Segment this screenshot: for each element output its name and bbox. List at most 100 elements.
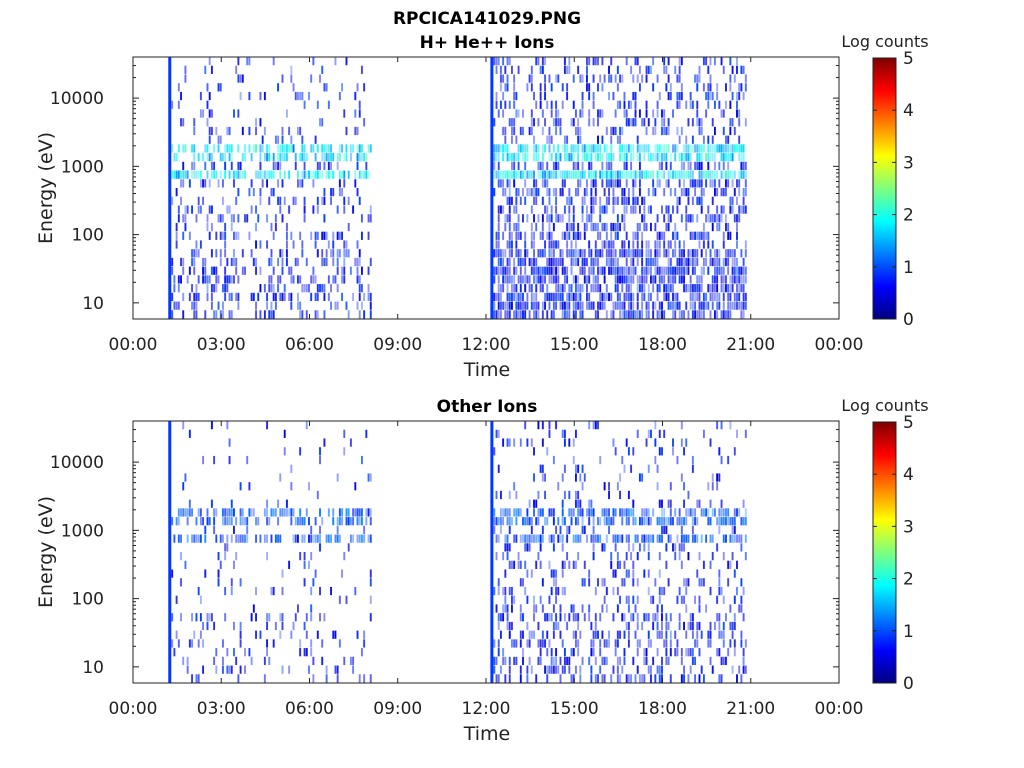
data-cell: [667, 179, 670, 188]
data-cell: [193, 170, 196, 179]
data-cell: [720, 188, 723, 197]
data-cell: [206, 508, 209, 517]
data-cell: [738, 266, 741, 275]
data-cell: [180, 170, 182, 179]
data-cell: [285, 240, 288, 249]
data-cell: [508, 222, 511, 232]
data-cell: [707, 153, 710, 162]
data-cell: [352, 144, 355, 153]
data-cell: [173, 275, 176, 284]
data-cell: [182, 179, 185, 188]
data-cell: [577, 153, 580, 162]
data-cell: [217, 552, 220, 561]
data-cell: [649, 275, 652, 284]
data-cell: [674, 508, 677, 517]
data-cell: [700, 249, 703, 258]
data-cell: [530, 118, 533, 127]
data-cell: [184, 144, 187, 153]
spectrogram-cells: [168, 57, 747, 319]
data-cell: [718, 144, 721, 153]
data-cell: [255, 170, 257, 179]
data-cell: [742, 205, 745, 214]
data-cell: [619, 222, 622, 232]
data-cell: [572, 257, 575, 267]
data-cell: [559, 292, 562, 302]
data-cell: [230, 144, 233, 153]
data-cell: [614, 257, 617, 267]
data-cell: [336, 525, 339, 535]
data-cell: [515, 490, 518, 500]
data-cell: [268, 257, 271, 267]
data-cell: [691, 292, 694, 302]
data-cell: [325, 144, 328, 153]
data-cell: [619, 534, 622, 543]
data-cell: [308, 170, 310, 179]
data-cell: [502, 604, 505, 613]
data-cell: [729, 57, 732, 66]
data-cell: [506, 144, 509, 153]
data-cell: [733, 534, 736, 543]
data-cell: [722, 266, 725, 275]
data-cell: [528, 517, 531, 526]
data-cell: [663, 275, 666, 284]
data-cell: [363, 534, 366, 543]
data-cell: [546, 613, 549, 622]
data-cell: [621, 170, 624, 179]
data-cell: [678, 266, 681, 275]
data-cell: [552, 222, 555, 232]
data-cell: [210, 266, 213, 275]
data-cell: [191, 534, 194, 543]
data-cell: [552, 604, 555, 613]
data-cell: [702, 292, 705, 302]
data-cell: [561, 310, 564, 319]
data-cell: [244, 266, 246, 275]
data-cell: [332, 517, 335, 526]
data-cell: [568, 205, 571, 214]
data-cell: [616, 170, 619, 179]
data-cell: [731, 257, 734, 267]
data-cell: [541, 249, 544, 258]
data-cell: [713, 170, 716, 179]
data-cell: [330, 249, 332, 258]
data-cell: [566, 552, 569, 561]
data-cell: [566, 144, 569, 153]
data-cell: [656, 249, 659, 258]
data-cell: [581, 266, 584, 275]
data-cell: [720, 153, 723, 162]
data-cell: [537, 266, 540, 275]
data-cell: [343, 240, 346, 249]
data-cell: [601, 161, 604, 171]
data-cell: [601, 249, 604, 258]
data-cell: [612, 257, 615, 267]
data-cell: [369, 144, 372, 153]
data-cell: [566, 65, 569, 74]
data-cell: [288, 266, 291, 275]
data-cell: [188, 508, 191, 517]
data-cell: [632, 179, 635, 188]
data-cell: [263, 153, 266, 162]
data-cell: [738, 534, 741, 543]
data-cell: [725, 144, 727, 153]
data-cell: [700, 188, 703, 197]
data-cell: [738, 179, 741, 188]
data-cell: [678, 91, 681, 101]
data-cell: [316, 292, 319, 302]
data-cell: [296, 604, 299, 613]
data-cell: [499, 65, 502, 74]
data-cell: [665, 161, 668, 171]
data-cell: [663, 508, 666, 517]
data-cell: [683, 266, 685, 275]
data-cell: [239, 639, 242, 648]
data-cell: [678, 552, 681, 561]
data-cell: [621, 455, 624, 465]
data-cell: [656, 231, 659, 240]
data-cell: [698, 499, 701, 508]
data-cell: [709, 310, 712, 319]
data-cell: [621, 249, 624, 258]
data-cell: [742, 665, 745, 674]
data-cell: [277, 153, 280, 162]
data-cell: [729, 231, 732, 240]
data-cell: [349, 266, 352, 275]
data-cell: [217, 135, 220, 144]
data-cell: [577, 464, 580, 473]
